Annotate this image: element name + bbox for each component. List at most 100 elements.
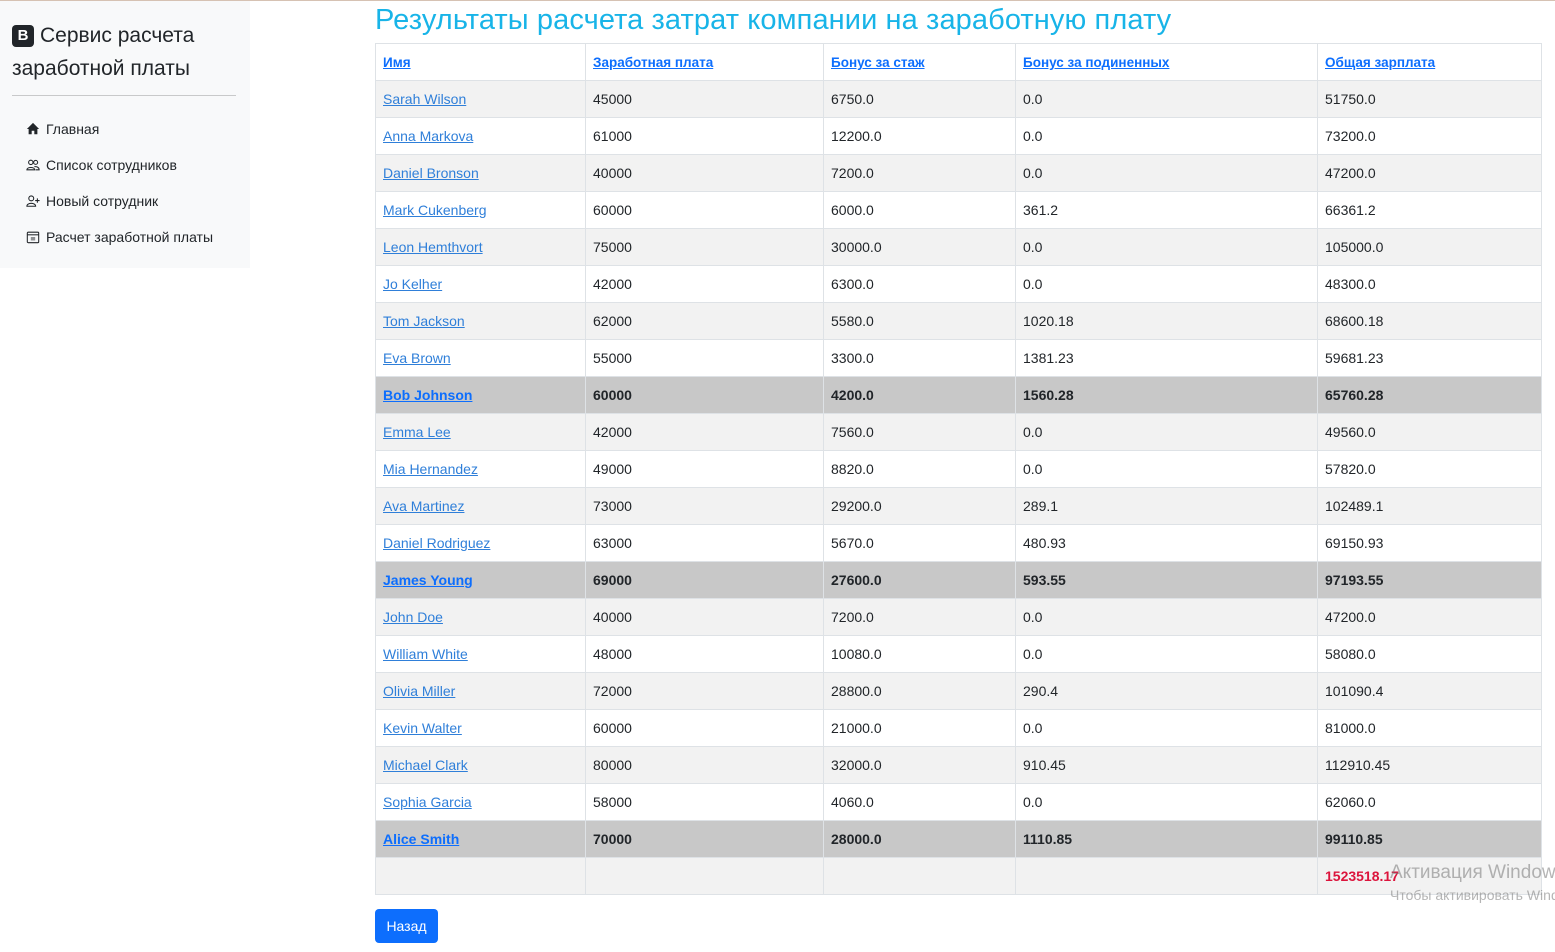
cell-salary: 49000 bbox=[585, 450, 824, 488]
cell-total: 68600.18 bbox=[1317, 302, 1542, 340]
cell-seniority-bonus: 21000.0 bbox=[823, 709, 1016, 747]
employee-link[interactable]: Bob Johnson bbox=[383, 387, 473, 403]
employee-link[interactable]: James Young bbox=[383, 572, 473, 588]
cell-name: Mark Cukenberg bbox=[375, 191, 586, 229]
cell-seniority-bonus: 7200.0 bbox=[823, 598, 1016, 636]
table-row: Kevin Walter 60000 21000.0 0.0 81000.0 bbox=[375, 709, 1542, 747]
watermark-title: Активация Windows bbox=[1390, 862, 1555, 883]
cell-subordinates-bonus: 1381.23 bbox=[1015, 339, 1318, 377]
table-row: Daniel Rodriguez 63000 5670.0 480.93 69150.9… bbox=[375, 524, 1542, 562]
back-button[interactable]: Назад bbox=[375, 909, 438, 943]
calendar-icon bbox=[26, 230, 40, 244]
table-row-highlighted: Alice Smith 70000 28000.0 1110.85 99110.85 bbox=[375, 820, 1542, 858]
cell-total: 57820.0 bbox=[1317, 450, 1542, 488]
cell-total: 81000.0 bbox=[1317, 709, 1542, 747]
bootstrap-logo-icon: B bbox=[12, 25, 34, 47]
sidebar-item-label: Список сотрудников bbox=[46, 157, 177, 173]
table-row: Daniel Bronson 40000 7200.0 0.0 47200.0 bbox=[375, 154, 1542, 192]
table-row: Emma Lee 42000 7560.0 0.0 49560.0 bbox=[375, 413, 1542, 451]
cell-seniority-bonus: 6300.0 bbox=[823, 265, 1016, 303]
cell-total: 97193.55 bbox=[1317, 561, 1542, 599]
employee-link[interactable]: Emma Lee bbox=[383, 424, 451, 440]
cell-name: Eva Brown bbox=[375, 339, 586, 377]
people-icon bbox=[26, 158, 40, 172]
windows-activation-watermark: Активация Windows Чтобы активировать Win… bbox=[1390, 862, 1555, 903]
cell-total: 99110.85 bbox=[1317, 820, 1542, 858]
sidebar-item-label: Главная bbox=[46, 121, 100, 137]
employee-link[interactable]: Alice Smith bbox=[383, 831, 460, 847]
cell-total: 51750.0 bbox=[1317, 80, 1542, 118]
employee-link[interactable]: Mark Cukenberg bbox=[383, 202, 487, 218]
cell-seniority-bonus: 3300.0 bbox=[823, 339, 1016, 377]
employee-link[interactable]: Sarah Wilson bbox=[383, 91, 467, 107]
employee-link[interactable]: Michael Clark bbox=[383, 757, 468, 773]
cell-subordinates-bonus: 1020.18 bbox=[1015, 302, 1318, 340]
cell-subordinates-bonus: 0.0 bbox=[1015, 117, 1318, 155]
employee-link[interactable]: Mia Hernandez bbox=[383, 461, 478, 477]
column-header-subordinates-bonus: Бонус за подиненных bbox=[1015, 43, 1318, 81]
cell-subordinates-bonus: 0.0 bbox=[1015, 154, 1318, 192]
cell-seniority-bonus: 8820.0 bbox=[823, 450, 1016, 488]
cell-salary: 40000 bbox=[585, 154, 824, 192]
employee-link[interactable]: Daniel Rodriguez bbox=[383, 535, 491, 551]
employee-link[interactable]: John Doe bbox=[383, 609, 443, 625]
cell-subordinates-bonus: 289.1 bbox=[1015, 487, 1318, 525]
employee-link[interactable]: Anna Markova bbox=[383, 128, 474, 144]
sort-link-total-salary[interactable]: Общая зарплата bbox=[1325, 55, 1436, 70]
table-row: William White 48000 10080.0 0.0 58080.0 bbox=[375, 635, 1542, 673]
sidebar-item-label: Расчет заработной платы bbox=[46, 229, 214, 245]
cell-total: 102489.1 bbox=[1317, 487, 1542, 525]
cell-salary: 75000 bbox=[585, 228, 824, 266]
cell-total: 112910.45 bbox=[1317, 746, 1542, 784]
cell-salary: 58000 bbox=[585, 783, 824, 821]
page-title: Результаты расчета затрат компании на за… bbox=[375, 4, 1172, 36]
cell-subordinates-bonus: 0.0 bbox=[1015, 228, 1318, 266]
cell-total: 73200.0 bbox=[1317, 117, 1542, 155]
cell-total: 62060.0 bbox=[1317, 783, 1542, 821]
sidebar-item-employees[interactable]: Список сотрудников bbox=[26, 147, 213, 183]
sidebar-item-new-employee[interactable]: Новый сотрудник bbox=[26, 183, 213, 219]
employee-link[interactable]: Eva Brown bbox=[383, 350, 451, 366]
employee-link[interactable]: Jo Kelher bbox=[383, 276, 443, 292]
cell-empty bbox=[1015, 857, 1318, 895]
employee-link[interactable]: Ava Martinez bbox=[383, 498, 465, 514]
employee-link[interactable]: Kevin Walter bbox=[383, 720, 462, 736]
sort-link-name[interactable]: Имя bbox=[383, 55, 411, 70]
cell-salary: 80000 bbox=[585, 746, 824, 784]
table-row: Mia Hernandez 49000 8820.0 0.0 57820.0 bbox=[375, 450, 1542, 488]
employee-link[interactable]: Sophia Garcia bbox=[383, 794, 472, 810]
sort-link-salary[interactable]: Заработная плата bbox=[593, 55, 714, 70]
cell-name: Daniel Rodriguez bbox=[375, 524, 586, 562]
cell-subordinates-bonus: 0.0 bbox=[1015, 783, 1318, 821]
cell-name: Ava Martinez bbox=[375, 487, 586, 525]
cell-name: Tom Jackson bbox=[375, 302, 586, 340]
cell-subordinates-bonus: 910.45 bbox=[1015, 746, 1318, 784]
cell-salary: 45000 bbox=[585, 80, 824, 118]
table-total-row: 1523518.17 bbox=[375, 857, 1542, 895]
employee-link[interactable]: Olivia Miller bbox=[383, 683, 456, 699]
sidebar-item-payroll[interactable]: Расчет заработной платы bbox=[26, 219, 213, 255]
table-header-row: Имя Заработная плата Бонус за стаж Бонус… bbox=[375, 43, 1542, 81]
top-border bbox=[0, 0, 1555, 1]
employee-link[interactable]: Leon Hemthvort bbox=[383, 239, 483, 255]
sidebar-item-home[interactable]: Главная bbox=[26, 111, 213, 147]
cell-seniority-bonus: 10080.0 bbox=[823, 635, 1016, 673]
brand[interactable]: B Сервис расчета заработной платы bbox=[12, 19, 240, 85]
cell-salary: 42000 bbox=[585, 265, 824, 303]
cell-subordinates-bonus: 0.0 bbox=[1015, 450, 1318, 488]
cell-empty bbox=[585, 857, 824, 895]
cell-salary: 72000 bbox=[585, 672, 824, 710]
column-header-seniority-bonus: Бонус за стаж bbox=[823, 43, 1016, 81]
employee-link[interactable]: William White bbox=[383, 646, 468, 662]
cell-total: 66361.2 bbox=[1317, 191, 1542, 229]
cell-seniority-bonus: 5580.0 bbox=[823, 302, 1016, 340]
sort-link-subordinates-bonus[interactable]: Бонус за подиненных bbox=[1023, 55, 1170, 70]
employee-link[interactable]: Tom Jackson bbox=[383, 313, 465, 329]
cell-salary: 55000 bbox=[585, 339, 824, 377]
table-row: Anna Markova 61000 12200.0 0.0 73200.0 bbox=[375, 117, 1542, 155]
cell-name: Daniel Bronson bbox=[375, 154, 586, 192]
cell-salary: 73000 bbox=[585, 487, 824, 525]
sort-link-seniority-bonus[interactable]: Бонус за стаж bbox=[831, 55, 925, 70]
employee-link[interactable]: Daniel Bronson bbox=[383, 165, 479, 181]
sidebar: B Сервис расчета заработной платы Главная… bbox=[0, 1, 250, 268]
